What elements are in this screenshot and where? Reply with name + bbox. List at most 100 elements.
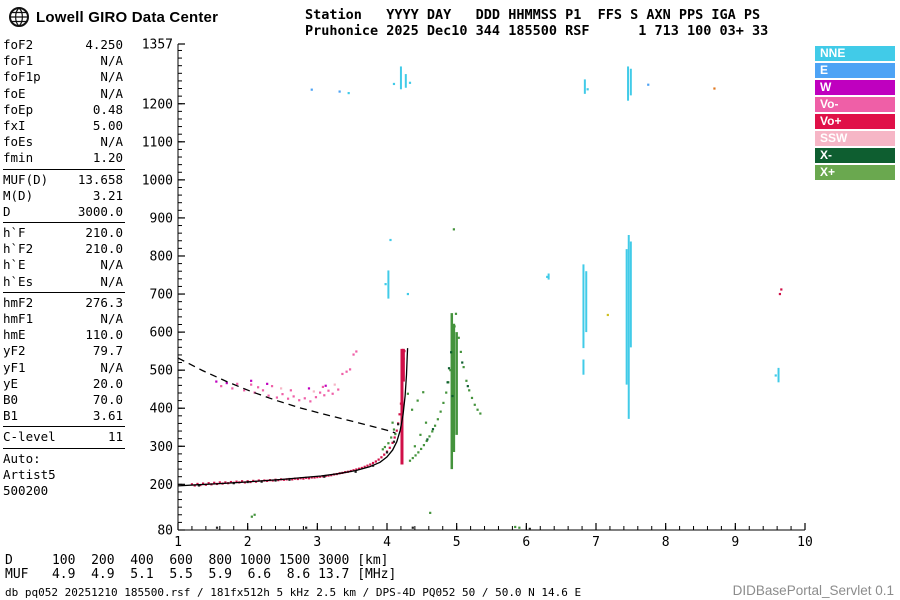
echo-point-f-trace-o-mode — [190, 483, 194, 486]
legend-item-e: E — [815, 63, 895, 78]
echo-point-f-trace-o-mode — [388, 446, 391, 449]
echo-point-f-trace-o-mode — [398, 413, 401, 416]
echo-point-nne-rfi — [392, 82, 396, 86]
echo-point-oblique-vo-minus — [270, 385, 274, 388]
param-row-hes: h`Es N/A — [3, 274, 123, 290]
param-row-ye: yE 20.0 — [3, 376, 123, 392]
echo-point-f-trace-o-mode — [363, 465, 366, 468]
echo-point-f-trace-o-mode — [395, 429, 398, 432]
y-tick-label: 1000 — [142, 173, 173, 188]
param-row-foes: foEs N/A — [3, 134, 123, 150]
echo-point-x-minus-scatter — [426, 438, 429, 441]
param-row-fxi: fxI 5.00 — [3, 118, 123, 134]
param-label: yE — [3, 375, 19, 391]
brand-title: Lowell GIRO Data Center — [36, 8, 219, 26]
echo-point-x-trace — [411, 456, 414, 460]
echo-point-oblique-vo-minus — [261, 389, 265, 392]
y-tick-label: 1200 — [142, 97, 173, 112]
curve-true-height-profile — [177, 348, 409, 487]
param-divider — [3, 222, 125, 224]
echo-point-f-trace-o-mode — [207, 482, 210, 485]
echo-point-x-trace — [406, 392, 409, 395]
echo-point-dark-specks — [260, 480, 263, 483]
echo-point-x-trace — [459, 350, 462, 353]
y-tick-label: 200 — [150, 478, 173, 493]
echo-point-nne-rfi — [774, 374, 777, 377]
echo-point-oblique-vo-minus — [257, 386, 260, 389]
param-row-fmin: fmin 1.20 — [3, 150, 123, 166]
echo-point-x-trace — [416, 399, 419, 402]
echo-point-x-minus-scatter — [466, 385, 469, 388]
echo-point-oblique-vo-minus — [345, 370, 348, 373]
echo-point-oblique-vo-minus — [250, 383, 253, 386]
echo-point-oblique-vo-minus — [319, 391, 322, 394]
param-row-md: M(D) 3.21 — [3, 188, 123, 204]
echo-point-dark-specks — [528, 527, 531, 530]
echo-point-oblique-vo-minus — [323, 394, 326, 397]
echo-point-x-trace — [429, 511, 432, 514]
record-status-line: db pq052 20251210 185500.rsf / 181fx512h… — [5, 586, 582, 599]
y-tick-label: 700 — [150, 288, 173, 303]
param-row-foe: foE N/A — [3, 86, 123, 102]
echo-point-dark-specks — [397, 423, 400, 426]
servlet-version-label: DIDBasePortal_Servlet 0.1 — [732, 583, 894, 598]
param-value: N/A — [100, 69, 123, 85]
y-tick-label: 600 — [150, 326, 173, 341]
param-value: 3.61 — [92, 408, 123, 424]
echo-point-f-trace-o-mode — [310, 476, 313, 479]
echo-point-x-trace — [462, 366, 465, 369]
echo-point-ssw-scatter — [280, 387, 283, 390]
echo-point-w-scatter — [250, 379, 253, 382]
param-label: fxI — [3, 117, 26, 133]
param-value: N/A — [100, 359, 123, 375]
y-tick-label: 80 — [157, 524, 173, 539]
param-row-fof1p: foF1p N/A — [3, 69, 123, 85]
echo-point-oblique-vo-minus — [331, 392, 334, 395]
param-row-b1: B1 3.61 — [3, 408, 123, 424]
echo-point-x-trace — [457, 336, 460, 339]
legend-item-x: X- — [815, 148, 895, 163]
echo-point-oblique-vo-minus — [292, 395, 295, 398]
echo-point-oblique-vo-minus — [337, 388, 340, 391]
echo-point-dark-specks — [197, 484, 200, 487]
param-label: fmin — [3, 150, 34, 166]
echo-point-f-trace-o-mode — [369, 463, 372, 466]
param-row-b0: B0 70.0 — [3, 392, 123, 408]
param-row-yf1: yF1 N/A — [3, 360, 123, 376]
param-label: MUF(D) — [3, 171, 49, 187]
param-value: N/A — [100, 257, 123, 273]
echo-point-nne-rfi — [586, 88, 589, 91]
param-divider — [3, 426, 125, 428]
param-value: N/A — [100, 85, 123, 101]
echo-point-nne-rfi — [384, 283, 387, 286]
echo-point-x-trace — [383, 445, 387, 449]
echo-point-w-scatter — [307, 387, 311, 390]
echo-point-x-trace — [413, 445, 416, 448]
x-tick-label: 4 — [383, 535, 391, 550]
param-label: h`F2 — [3, 241, 34, 257]
echo-point-x-trace — [468, 389, 471, 392]
echo-point-e-scatter — [647, 83, 650, 86]
echo-point-dark-specks — [411, 526, 414, 529]
echo-point-x-trace — [424, 421, 428, 424]
echo-point-x-trace — [431, 430, 434, 433]
param-divider — [3, 291, 125, 293]
echo-point-x-trace — [514, 525, 517, 529]
echo-point-nne-rfi — [389, 238, 392, 242]
echo-point-x-minus-scatter — [449, 351, 453, 354]
x-tick-label: 8 — [662, 535, 670, 550]
echo-point-x-trace — [390, 436, 393, 439]
param-label: B1 — [3, 408, 19, 424]
param-value: 3000.0 — [77, 203, 123, 219]
echo-point-x-trace — [420, 447, 423, 451]
echo-point-oblique-vo-minus — [355, 350, 358, 353]
autoscaler-row: Artist5 — [3, 466, 56, 482]
x-tick-label: 10 — [797, 535, 813, 550]
echo-point-f-trace-o-mode — [224, 481, 227, 484]
echo-point-nne-rfi — [546, 275, 549, 279]
echo-point-f-trace-o-mode — [360, 466, 364, 470]
param-value: 110.0 — [85, 327, 123, 343]
echo-point-f-trace-o-mode — [296, 477, 299, 481]
echo-point-f-trace-o-mode — [201, 482, 205, 485]
param-row-fof2: foF2 4.250 — [3, 37, 123, 53]
